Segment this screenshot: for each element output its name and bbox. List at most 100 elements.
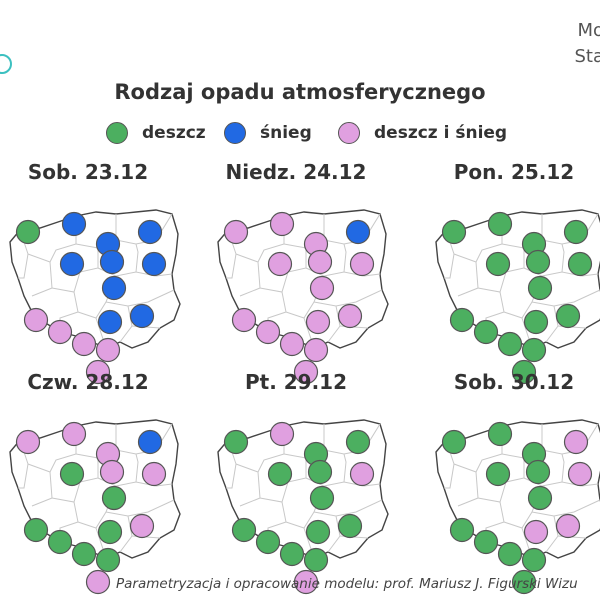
station-marker-deszcz bbox=[449, 517, 475, 543]
region-border bbox=[531, 289, 600, 307]
station-marker-deszcz bbox=[231, 517, 257, 543]
station-marker-deszcz-i-snieg bbox=[255, 319, 281, 345]
station-marker-deszcz-i-snieg bbox=[99, 459, 125, 485]
footer-credit: Parametryzacja i opracowanie modelu: pro… bbox=[116, 576, 578, 592]
station-marker-deszcz-i-snieg bbox=[555, 513, 581, 539]
legend: deszcz śnieg deszcz i śnieg bbox=[0, 122, 600, 150]
station-marker-deszcz-i-snieg bbox=[293, 569, 319, 595]
station-marker-deszcz bbox=[71, 541, 97, 567]
poland-map bbox=[217, 209, 389, 385]
region-border bbox=[135, 243, 139, 273]
station-marker-deszcz bbox=[267, 461, 293, 487]
legend-item-deszcz-i-snieg: deszcz i śnieg bbox=[338, 122, 507, 144]
station-marker-deszcz-i-snieg bbox=[61, 421, 87, 447]
panel-title: Czw. 28.12 bbox=[27, 370, 149, 394]
map-panel-czw-28-12: Czw. 28.12 bbox=[0, 370, 188, 595]
station-marker-deszcz bbox=[279, 541, 305, 567]
station-marker-deszcz bbox=[523, 309, 549, 335]
map-panel-sob-23-12: Sob. 23.12 bbox=[0, 160, 188, 385]
poland-map bbox=[9, 209, 181, 385]
station-marker-deszcz-i-snieg bbox=[307, 249, 333, 275]
station-marker-deszcz bbox=[497, 541, 523, 567]
station-marker-deszcz-i-snieg bbox=[15, 429, 41, 455]
station-marker-snieg bbox=[61, 211, 87, 237]
station-marker-snieg bbox=[129, 303, 155, 329]
station-marker-deszcz bbox=[525, 459, 551, 485]
station-marker-deszcz-i-snieg bbox=[223, 219, 249, 245]
station-marker-deszcz bbox=[521, 337, 547, 363]
station-marker-deszcz-i-snieg bbox=[279, 331, 305, 357]
station-marker-deszcz bbox=[47, 529, 73, 555]
station-marker-deszcz bbox=[255, 529, 281, 555]
station-marker-deszcz-i-snieg bbox=[523, 519, 549, 545]
region-border bbox=[105, 499, 175, 517]
station-marker-deszcz-i-snieg bbox=[303, 337, 329, 363]
station-marker-snieg bbox=[99, 249, 125, 275]
region-border bbox=[561, 453, 565, 483]
station-marker-snieg bbox=[141, 251, 167, 277]
region-border bbox=[561, 243, 565, 273]
poland-map bbox=[435, 419, 600, 595]
station-marker-deszcz bbox=[345, 429, 371, 455]
region-border bbox=[135, 453, 139, 483]
region-border bbox=[531, 499, 600, 517]
panel-title: Sob. 30.12 bbox=[453, 370, 575, 394]
legend-label-deszcz-i-snieg: deszcz i śnieg bbox=[374, 123, 508, 143]
station-marker-deszcz bbox=[497, 331, 523, 357]
legend-item-snieg: śnieg bbox=[224, 122, 312, 144]
region-border bbox=[313, 289, 383, 307]
map-panel-sob-30-12: Sob. 30.12 bbox=[414, 370, 600, 595]
legend-label-snieg: śnieg bbox=[260, 123, 312, 143]
station-marker-deszcz bbox=[23, 517, 49, 543]
station-marker-deszcz bbox=[223, 429, 249, 455]
legend-dot-snieg bbox=[224, 122, 246, 144]
station-marker-deszcz bbox=[487, 421, 513, 447]
station-marker-deszcz bbox=[307, 459, 333, 485]
station-marker-deszcz bbox=[521, 547, 547, 573]
station-marker-deszcz-i-snieg bbox=[337, 303, 363, 329]
station-marker-deszcz bbox=[441, 429, 467, 455]
station-marker-deszcz bbox=[95, 547, 121, 573]
station-marker-deszcz bbox=[487, 211, 513, 237]
station-marker-deszcz bbox=[525, 249, 551, 275]
station-marker-deszcz-i-snieg bbox=[293, 359, 319, 385]
station-marker-deszcz bbox=[101, 485, 127, 511]
station-marker-deszcz bbox=[567, 251, 593, 277]
panel-title: Sob. 23.12 bbox=[27, 160, 149, 184]
station-marker-snieg bbox=[137, 429, 163, 455]
legend-label-deszcz: deszcz bbox=[142, 123, 206, 143]
station-marker-deszcz bbox=[337, 513, 363, 539]
station-marker-deszcz bbox=[305, 519, 331, 545]
map-panel-pt-29-12: Pt. 29.12 bbox=[196, 370, 396, 595]
station-marker-snieg bbox=[345, 219, 371, 245]
station-marker-snieg bbox=[59, 251, 85, 277]
legend-dot-deszcz-i-snieg bbox=[338, 122, 360, 144]
corner-text-top: Mo bbox=[577, 20, 600, 41]
poland-map bbox=[217, 419, 389, 595]
station-marker-deszcz-i-snieg bbox=[23, 307, 49, 333]
station-marker-deszcz-i-snieg bbox=[563, 429, 589, 455]
logo-fragment-icon bbox=[0, 54, 12, 74]
station-marker-snieg bbox=[137, 219, 163, 245]
map-title: Rodzaj opadu atmosferycznego bbox=[114, 80, 486, 104]
station-marker-deszcz-i-snieg bbox=[95, 337, 121, 363]
legend-dot-deszcz bbox=[106, 122, 128, 144]
station-marker-deszcz bbox=[473, 319, 499, 345]
station-marker-deszcz bbox=[473, 529, 499, 555]
poland-map bbox=[435, 209, 600, 385]
poland-map bbox=[9, 419, 181, 595]
map-panel-pon-25-12: Pon. 25.12 bbox=[414, 160, 600, 385]
station-marker-deszcz-i-snieg bbox=[349, 461, 375, 487]
station-marker-deszcz bbox=[563, 219, 589, 245]
panel-title: Niedz. 24.12 bbox=[225, 160, 367, 184]
region-border bbox=[105, 289, 175, 307]
station-marker-deszcz bbox=[511, 359, 537, 385]
station-marker-deszcz bbox=[309, 485, 335, 511]
station-marker-deszcz bbox=[449, 307, 475, 333]
region-border bbox=[313, 499, 383, 517]
panel-title: Pt. 29.12 bbox=[244, 370, 348, 394]
station-marker-deszcz-i-snieg bbox=[231, 307, 257, 333]
station-marker-deszcz-i-snieg bbox=[567, 461, 593, 487]
station-marker-snieg bbox=[101, 275, 127, 301]
station-marker-deszcz bbox=[555, 303, 581, 329]
